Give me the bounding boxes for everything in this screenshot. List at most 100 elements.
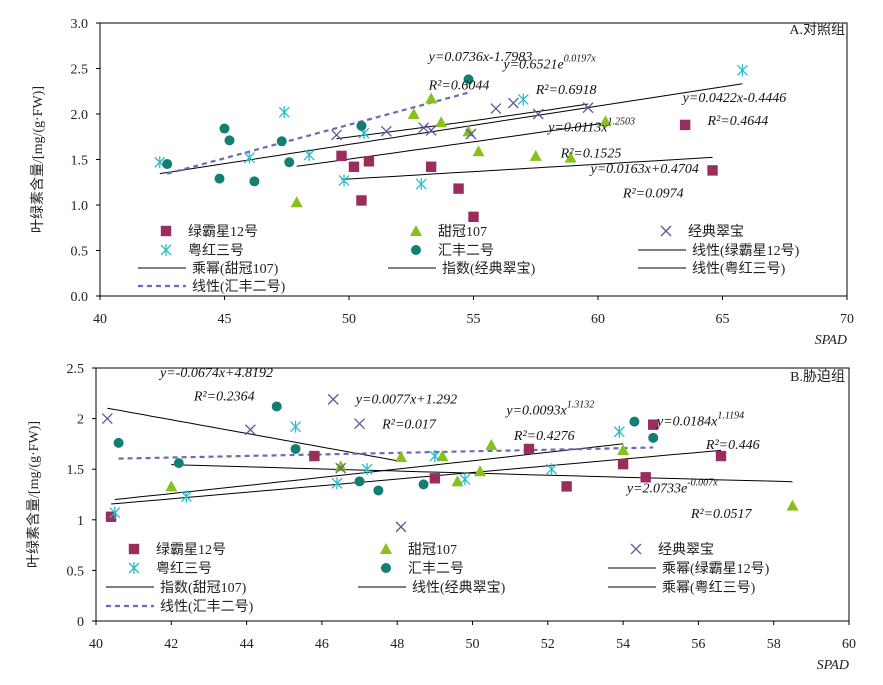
data-point-绿霸星12号 xyxy=(523,443,535,455)
equation-annotation: R²=0.446 xyxy=(705,438,760,453)
y-tick-label: 2 xyxy=(77,413,84,428)
data-point-汇丰二号 xyxy=(648,432,659,443)
equation-annotation: y=0.0093x1.3132 xyxy=(504,400,594,419)
x-tick-label: 44 xyxy=(240,637,254,652)
trendline-线性-经典翠宝 xyxy=(107,407,402,462)
data-point-绿霸星12号 xyxy=(617,458,629,470)
data-point-经典翠宝 xyxy=(335,462,347,474)
legend-label: 线性(经典翠宝) xyxy=(412,580,506,596)
data-point-经典翠宝 xyxy=(101,413,113,425)
data-point-经典翠宝 xyxy=(395,521,407,533)
data-point-粤红三号 xyxy=(361,463,373,476)
data-point-甜冠107 xyxy=(599,115,612,127)
x-tick-label: 58 xyxy=(767,637,781,652)
data-point-汇丰二号 xyxy=(162,159,173,170)
data-point-绿霸星12号 xyxy=(356,195,367,206)
equation-annotation: R²=0.0974 xyxy=(622,187,684,202)
data-point-粤红三号 xyxy=(278,106,290,119)
y-tick-label: 0.5 xyxy=(71,245,89,260)
data-point-绿霸星12号 xyxy=(679,119,691,131)
data-point-汇丰二号 xyxy=(629,416,640,427)
legend-label: 汇丰二号 xyxy=(408,561,464,577)
equation-annotation: y=0.0077x+1.292 xyxy=(354,392,457,407)
equation-annotation: y=0.0184x1.1194 xyxy=(655,411,744,430)
y-tick-label: 2.0 xyxy=(71,108,89,123)
x-tick-label: 42 xyxy=(164,637,178,652)
data-point-绿霸星12号 xyxy=(309,450,320,462)
chart-b-stress-group: B.胁迫组 40 42 44 46 48 50 52 54 56 58 60 0 0.5 1 1.5 2 2.5 S… xyxy=(26,362,856,673)
x-tick-label: 65 xyxy=(716,312,730,327)
equation-annotation: R²=0.1525 xyxy=(560,147,622,162)
data-point-经典翠宝 xyxy=(331,129,343,141)
data-point-汇丰二号 xyxy=(219,123,230,134)
y-tick-label: 1.0 xyxy=(71,199,89,214)
data-point-粤红三号 xyxy=(459,473,471,486)
data-point-甜冠107 xyxy=(425,92,438,104)
data-point-甜冠107 xyxy=(436,450,449,462)
equation-annotation: y=0.0736x-1.7983 xyxy=(427,50,533,65)
legend-label: 甜冠107 xyxy=(408,542,457,558)
legend-label: 粤红三号 xyxy=(188,243,244,259)
equation-annotation: R²=0.4644 xyxy=(707,114,769,129)
data-point-汇丰二号 xyxy=(284,157,295,168)
legend-marker-粤红三号 xyxy=(128,562,140,574)
x-tick-label: 54 xyxy=(616,637,630,652)
data-point-甜冠107 xyxy=(474,465,487,477)
trendline-乘幂-甜冠107 xyxy=(296,122,606,167)
y-axis-label: 叶绿素含量/[mg/(g·FW)] xyxy=(26,421,42,568)
chart-title: A.对照组 xyxy=(789,22,845,38)
data-point-汇丰二号 xyxy=(214,173,225,184)
equation-annotation: R²=0.6918 xyxy=(535,83,597,98)
equation-annotation: y=0.0422x-0.4446 xyxy=(681,91,787,106)
data-point-经典翠宝 xyxy=(244,424,256,436)
data-point-粤红三号 xyxy=(338,174,350,187)
legend-label: 绿霸星12号 xyxy=(156,542,226,558)
data-point-汇丰二号 xyxy=(290,443,301,454)
data-point-甜冠107 xyxy=(617,443,630,455)
x-tick-label: 56 xyxy=(691,637,705,652)
data-point-汇丰二号 xyxy=(356,120,367,131)
x-tick-label: 46 xyxy=(315,637,329,652)
y-tick-label: 0 xyxy=(77,615,84,630)
x-tick-label: 40 xyxy=(93,312,107,327)
legend-label: 粤红三号 xyxy=(156,561,212,577)
equation-annotation: y=0.6521e0.0197x xyxy=(501,54,596,73)
equation-annotation: y=0.0113x1.2503 xyxy=(546,116,635,135)
data-point-绿霸星12号 xyxy=(336,150,347,162)
data-point-汇丰二号 xyxy=(271,401,282,412)
chart-title: B.胁迫组 xyxy=(790,369,845,385)
trendline-线性-粤红三号 xyxy=(159,83,743,175)
equation-annotation: R²=0.2364 xyxy=(193,389,255,404)
data-point-经典翠宝 xyxy=(465,128,477,140)
legend-label: 汇丰二号 xyxy=(438,243,494,259)
y-tick-label: 0.5 xyxy=(67,564,85,579)
data-point-绿霸星12号 xyxy=(561,481,572,492)
legend-label: 乘幂(甜冠107) xyxy=(192,261,279,277)
x-tick-label: 60 xyxy=(591,312,605,327)
equation-annotation: y=-0.0674x+4.8192 xyxy=(158,366,273,381)
chart-a-control-group: A.对照组 40 45 50 55 60 65 70 0.0 0.5 1.0 1.5 2.0 2.5 3.0… xyxy=(30,17,854,348)
data-point-汇丰二号 xyxy=(354,476,365,487)
data-point-绿霸星12号 xyxy=(363,156,375,167)
data-point-粤红三号 xyxy=(290,420,302,433)
y-tick-label: 1 xyxy=(77,514,84,529)
data-point-甜冠107 xyxy=(407,108,420,119)
data-point-粤红三号 xyxy=(736,64,748,77)
data-point-经典翠宝 xyxy=(418,122,430,134)
data-point-甜冠107 xyxy=(334,460,347,472)
legend-label: 绿霸星12号 xyxy=(188,224,258,240)
data-point-经典翠宝 xyxy=(425,124,437,136)
data-point-汇丰二号 xyxy=(249,176,260,187)
data-point-甜冠107 xyxy=(451,475,464,487)
data-point-绿霸星12号 xyxy=(648,419,659,430)
legend-label: 线性(汇丰二号) xyxy=(160,599,254,615)
data-point-粤红三号 xyxy=(517,93,529,106)
legend-marker-绿霸星12号 xyxy=(160,225,172,237)
equation-annotation: R²=0.6044 xyxy=(428,78,490,93)
y-tick-label: 2.5 xyxy=(71,63,89,78)
legend-marker-甜冠107 xyxy=(380,543,392,554)
trendline-指数-经典翠宝 xyxy=(336,103,589,140)
